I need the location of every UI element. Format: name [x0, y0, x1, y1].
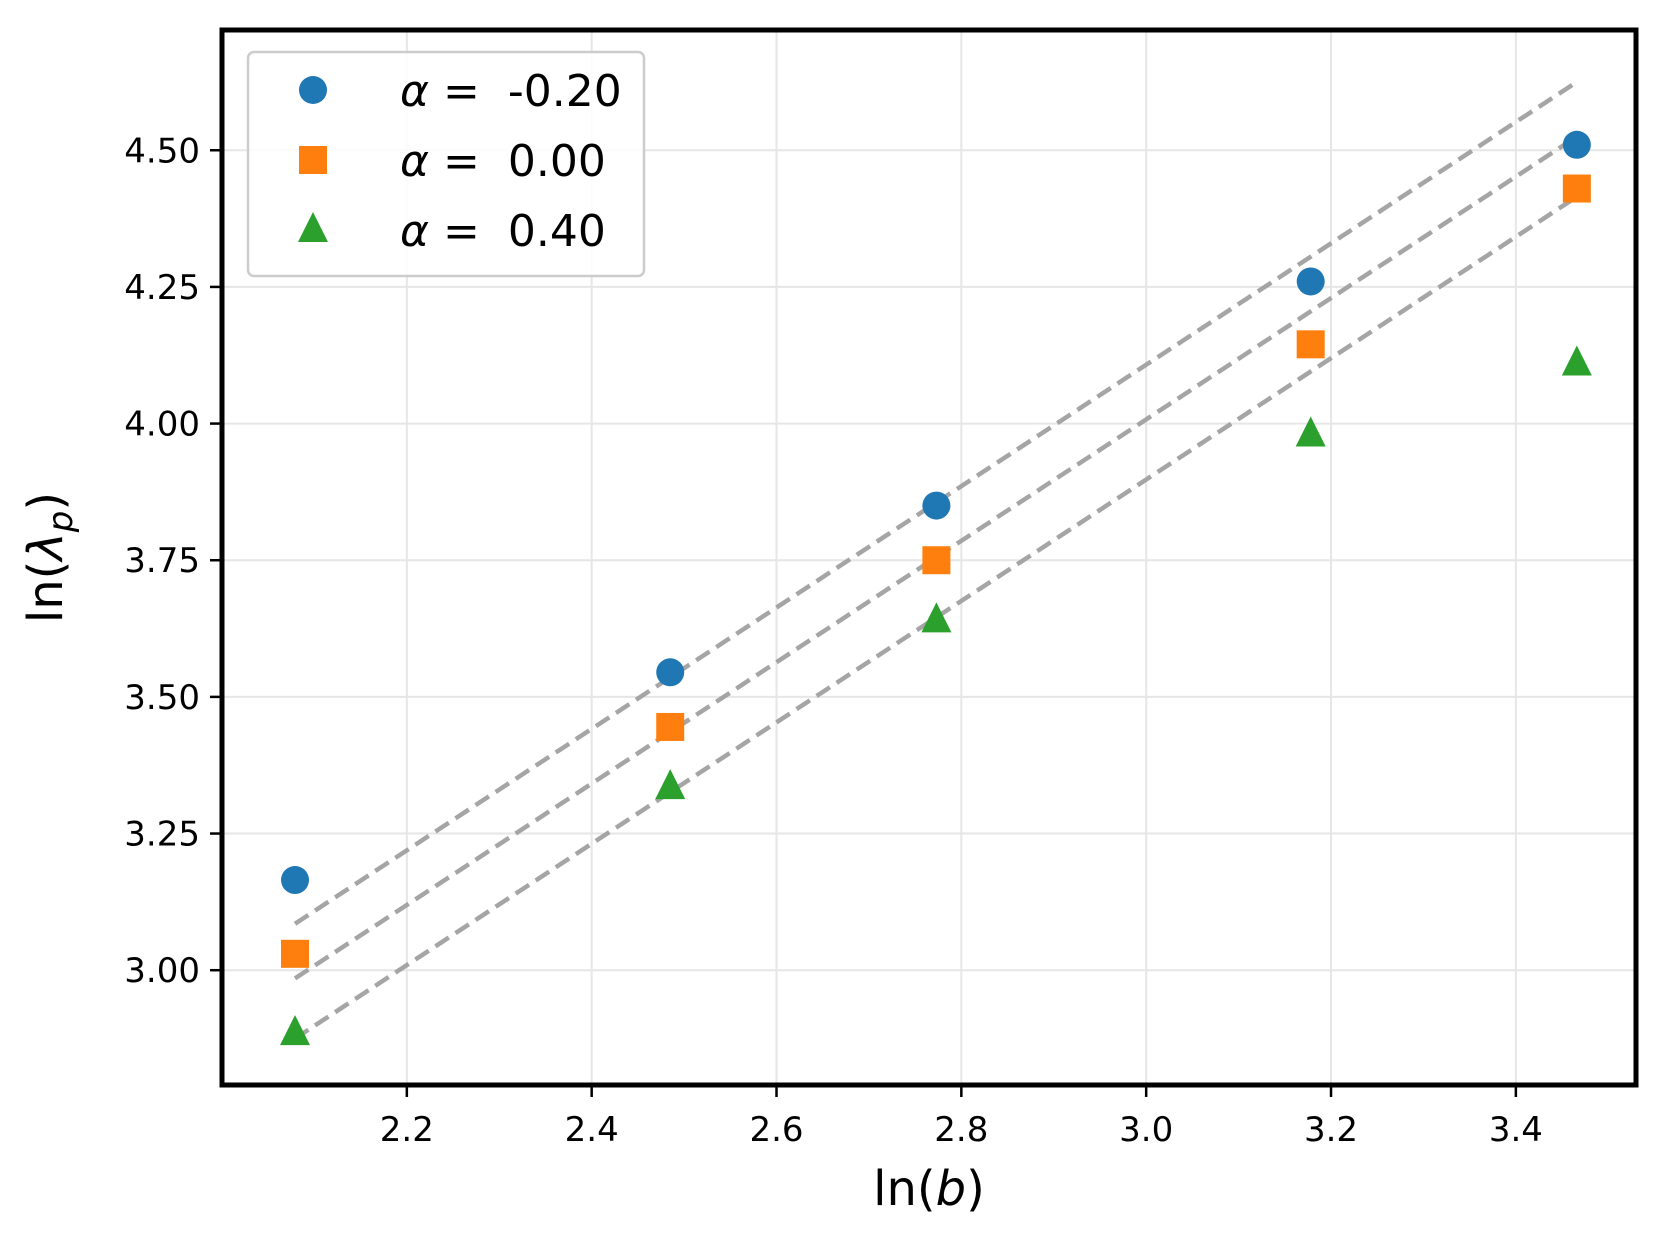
data-point-triangle — [280, 1015, 311, 1046]
data-point-circle — [1562, 130, 1591, 159]
data-point-square — [656, 712, 685, 741]
fit-line — [293, 194, 1579, 1041]
legend-label: α = 0.00 — [400, 136, 606, 187]
legend-entries: α = -0.20 α = 0.00 α = 0.40 — [298, 66, 622, 257]
data-point-triangle — [1561, 345, 1592, 376]
x-tick-label: 3.4 — [1489, 1110, 1543, 1150]
y-tick-label: 4.50 — [124, 131, 200, 171]
legend-label: α = -0.20 — [400, 66, 622, 117]
legend-marker-circle — [299, 76, 327, 104]
data-point-square — [922, 546, 951, 575]
x-tick-label: 3.2 — [1304, 1110, 1358, 1150]
fit-lines — [293, 80, 1579, 1041]
x-tick-label: 2.4 — [565, 1110, 619, 1150]
data-point-triangle — [1295, 416, 1326, 447]
data-point-circle — [1296, 267, 1325, 296]
x-axis-label: ln(b) — [873, 1161, 985, 1217]
fit-line — [293, 80, 1579, 926]
y-axis-ticks: 3.00 3.25 3.50 3.75 4.00 4.25 4.50 — [124, 131, 222, 991]
legend-marker-square — [299, 146, 327, 174]
y-tick-label: 4.00 — [124, 405, 200, 445]
data-point-square — [1562, 174, 1591, 203]
x-tick-label: 3.0 — [1119, 1110, 1173, 1150]
x-tick-label: 2.2 — [380, 1110, 434, 1150]
data-point-circle — [281, 866, 310, 895]
y-tick-label: 3.25 — [124, 815, 200, 855]
x-axis-ticks: 2.2 2.4 2.6 2.8 3.0 3.2 3.4 — [380, 1085, 1543, 1150]
y-tick-label: 3.00 — [124, 951, 200, 991]
data-point-circle — [922, 491, 951, 520]
data-point-square — [1296, 330, 1325, 359]
legend: α = -0.20 α = 0.00 α = 0.40 — [246, 50, 646, 278]
plot-area-frame — [219, 27, 1639, 1088]
x-tick-label: 2.6 — [749, 1110, 803, 1150]
data-point-triangle — [655, 769, 686, 800]
grid-lines — [222, 30, 1636, 1085]
data-points — [280, 130, 1592, 1046]
legend-box — [246, 50, 646, 278]
data-point-square — [281, 939, 310, 968]
legend-marker-triangle — [298, 212, 328, 242]
data-point-circle — [656, 658, 685, 687]
legend-label: α = 0.40 — [400, 206, 606, 257]
fit-line — [293, 134, 1579, 981]
y-tick-label: 3.50 — [124, 678, 200, 718]
y-axis-label: ln(λp) — [18, 492, 81, 623]
data-point-triangle — [921, 602, 952, 633]
y-tick-label: 4.25 — [124, 268, 200, 308]
x-tick-label: 2.8 — [934, 1110, 988, 1150]
y-tick-label: 3.75 — [124, 541, 200, 581]
